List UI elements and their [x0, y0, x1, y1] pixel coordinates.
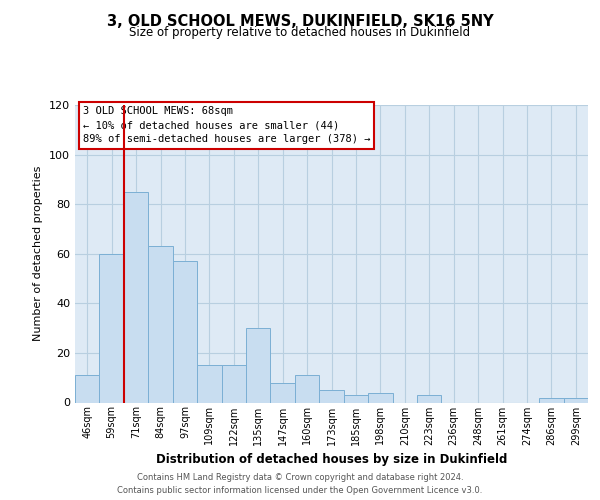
- Text: 3, OLD SCHOOL MEWS, DUKINFIELD, SK16 5NY: 3, OLD SCHOOL MEWS, DUKINFIELD, SK16 5NY: [107, 14, 493, 29]
- Bar: [539, 398, 563, 402]
- Bar: [368, 392, 392, 402]
- Y-axis label: Number of detached properties: Number of detached properties: [34, 166, 43, 342]
- Bar: [344, 395, 368, 402]
- Bar: [124, 192, 148, 402]
- Text: Contains HM Land Registry data © Crown copyright and database right 2024.
Contai: Contains HM Land Registry data © Crown c…: [118, 474, 482, 495]
- Bar: [246, 328, 271, 402]
- Bar: [100, 254, 124, 402]
- Bar: [173, 261, 197, 402]
- Bar: [271, 382, 295, 402]
- Text: 3 OLD SCHOOL MEWS: 68sqm
← 10% of detached houses are smaller (44)
89% of semi-d: 3 OLD SCHOOL MEWS: 68sqm ← 10% of detach…: [83, 106, 370, 144]
- Bar: [197, 366, 221, 403]
- Bar: [319, 390, 344, 402]
- Bar: [148, 246, 173, 402]
- X-axis label: Distribution of detached houses by size in Dukinfield: Distribution of detached houses by size …: [156, 453, 507, 466]
- Bar: [75, 375, 100, 402]
- Bar: [563, 398, 588, 402]
- Text: Size of property relative to detached houses in Dukinfield: Size of property relative to detached ho…: [130, 26, 470, 39]
- Bar: [417, 395, 442, 402]
- Bar: [221, 366, 246, 403]
- Bar: [295, 375, 319, 402]
